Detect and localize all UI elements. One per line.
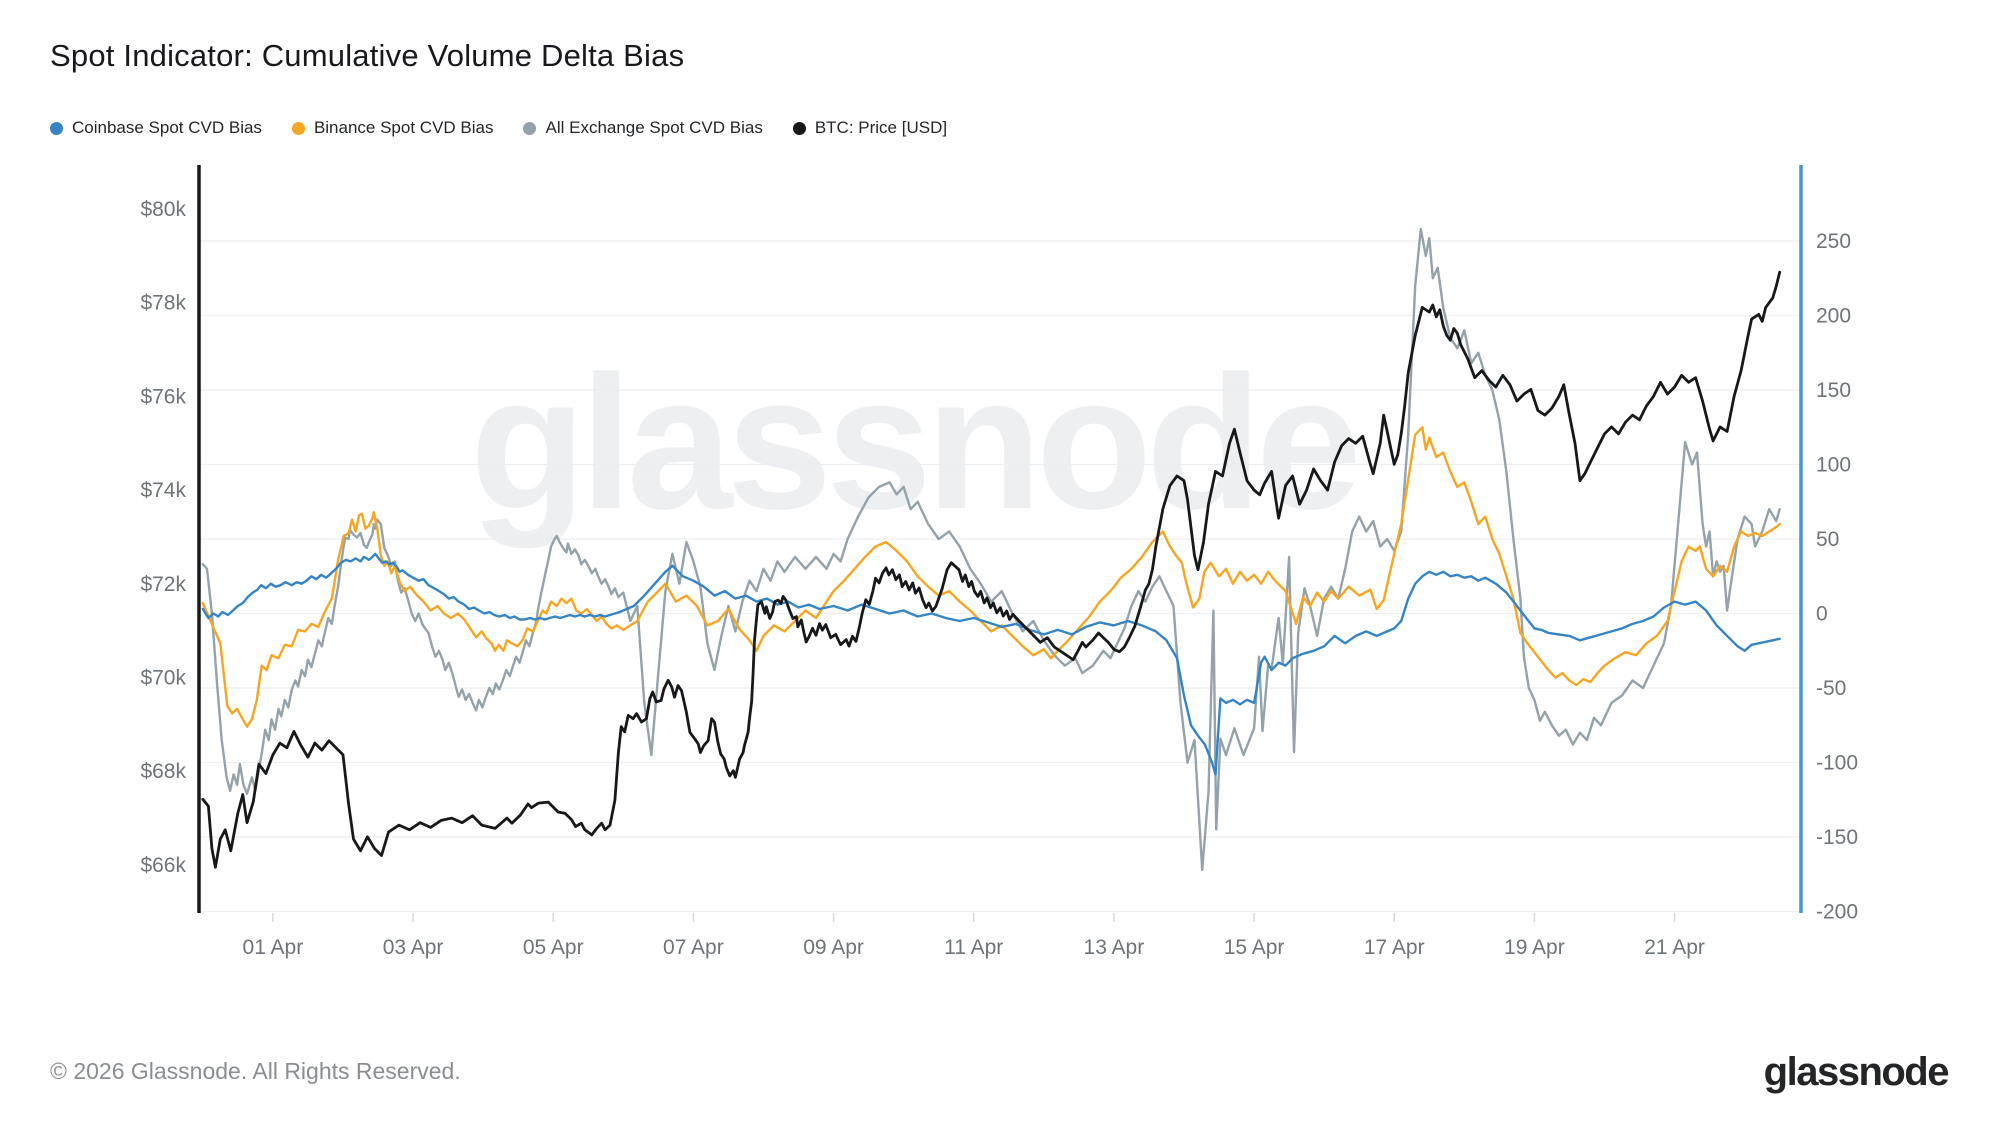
y-axis-right-label: -50 <box>1816 677 1846 700</box>
y-axis-left-label: $72k <box>140 573 186 596</box>
copyright-text: © 2026 Glassnode. All Rights Reserved. <box>50 1058 461 1084</box>
y-axis-right-label: 50 <box>1816 528 1839 551</box>
x-axis-date-label: 09 Apr <box>803 936 864 959</box>
x-axis-date-label: 07 Apr <box>663 936 724 959</box>
series-line-all-exchange-spot-cvd-bias <box>201 227 1781 871</box>
x-axis-date-label: 21 Apr <box>1644 936 1705 959</box>
x-axis-date-label: 17 Apr <box>1364 936 1425 959</box>
legend-dot-binance <box>291 121 305 135</box>
y-axis-right-label: 0 <box>1816 603 1828 626</box>
y-axis-right-label: -100 <box>1816 752 1858 775</box>
y-axis-left-label: $78k <box>140 292 186 315</box>
y-axis-right-label: 250 <box>1816 230 1851 253</box>
y-axis-right-label: -150 <box>1816 826 1858 849</box>
x-axis-date-label: 13 Apr <box>1084 936 1145 959</box>
y-axis-left-label: $76k <box>140 385 186 408</box>
x-axis-date-label: 15 Apr <box>1224 936 1285 959</box>
legend-dot-coinbase <box>50 121 63 135</box>
y-axis-right-label: 150 <box>1816 379 1851 402</box>
x-axis-date-label: 19 Apr <box>1504 936 1565 959</box>
legend-item-coinbase[interactable]: Coinbase Spot CVD Bias <box>50 118 262 138</box>
y-axis-left-label: $70k <box>140 667 186 690</box>
legend-item-btc-price[interactable]: BTC: Price [USD] <box>792 118 948 138</box>
y-axis-left-label: $80k <box>140 198 186 221</box>
y-axis-right-label: 200 <box>1816 305 1851 328</box>
glassnode-watermark: glassnode <box>470 348 1362 538</box>
y-axis-left-label: $66k <box>140 854 186 877</box>
legend-label: Coinbase Spot CVD Bias <box>72 118 262 137</box>
series-line-binance-spot-cvd-bias <box>201 426 1781 728</box>
legend-label: All Exchange Spot CVD Bias <box>545 118 763 137</box>
legend-item-allexchange[interactable]: All Exchange Spot CVD Bias <box>523 118 763 138</box>
x-axis-date-label: 05 Apr <box>523 936 584 959</box>
legend-label: BTC: Price [USD] <box>814 118 948 137</box>
series-line-coinbase-spot-cvd-bias <box>201 552 1781 776</box>
legend-dot-allexchange <box>523 121 537 135</box>
x-axis-date-label: 11 Apr <box>944 936 1003 959</box>
y-axis-right-label: 100 <box>1816 454 1851 477</box>
legend-item-binance[interactable]: Binance Spot CVD Bias <box>291 118 494 138</box>
y-axis-left-label: $74k <box>140 479 186 502</box>
x-axis-date-label: 03 Apr <box>383 936 444 959</box>
chart-legend: Coinbase Spot CVD Bias Binance Spot CVD B… <box>50 118 947 138</box>
y-axis-right-label: -200 <box>1816 901 1858 924</box>
page-title: Spot Indicator: Cumulative Volume Delta … <box>50 38 685 73</box>
chart-plot-area[interactable] <box>200 165 1800 913</box>
y-axis-left-label: $68k <box>140 760 186 783</box>
legend-dot-btc-price <box>792 121 806 135</box>
x-axis-date-label: 01 Apr <box>243 936 304 959</box>
series-line-btc-price-usd- <box>201 270 1782 869</box>
glassnode-logo: glassnode <box>1763 1050 1950 1094</box>
legend-label: Binance Spot CVD Bias <box>313 118 494 137</box>
